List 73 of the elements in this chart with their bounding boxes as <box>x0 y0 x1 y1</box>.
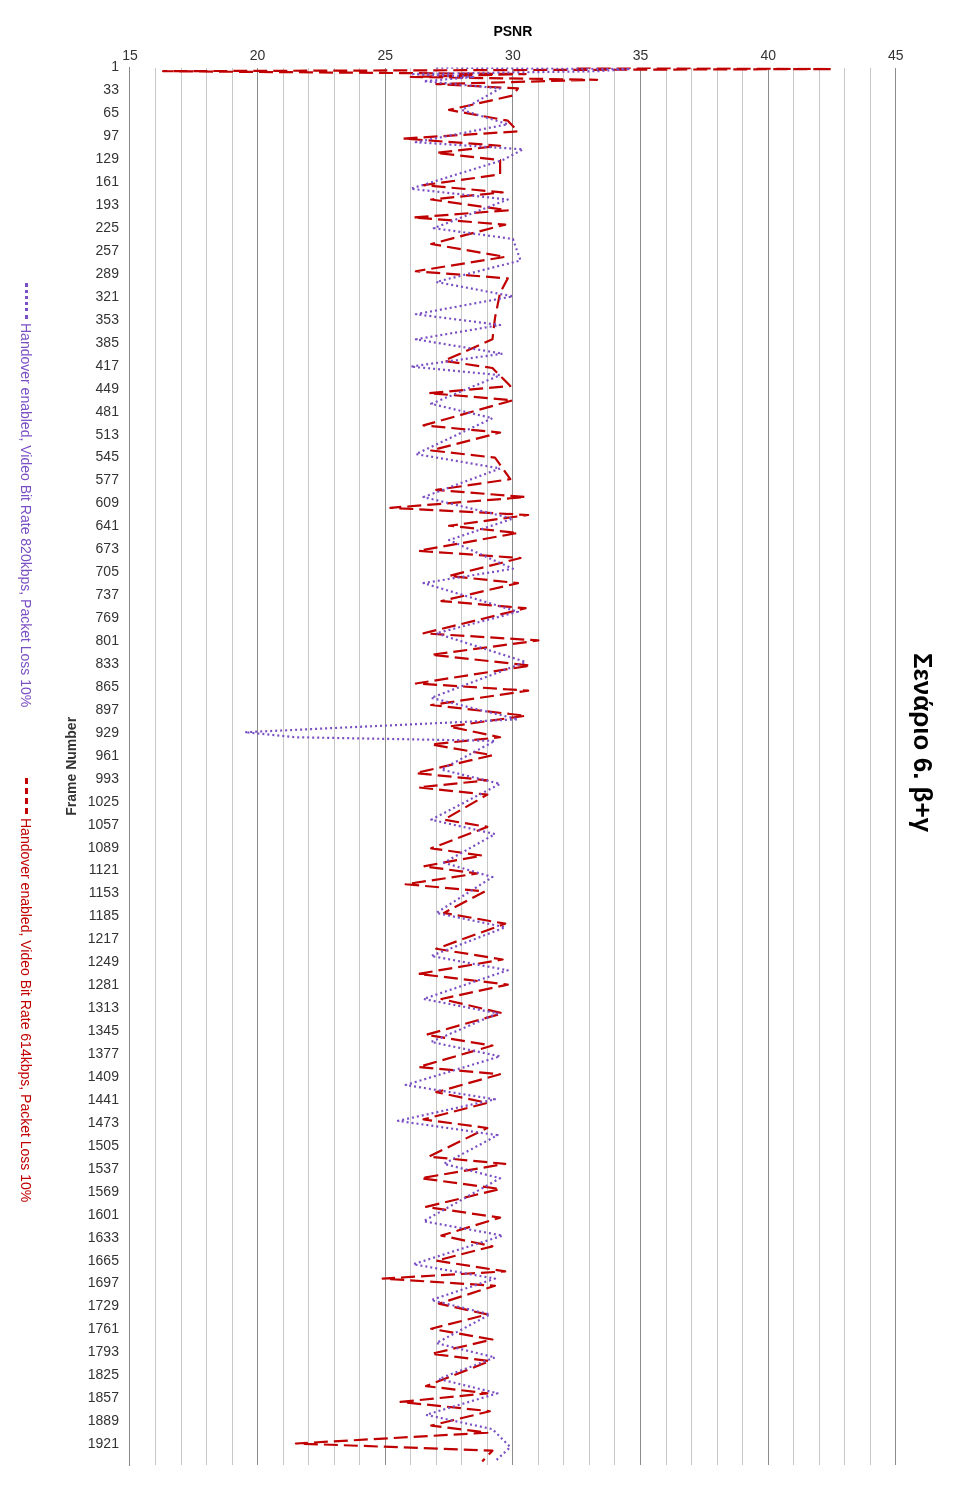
y-tick-label: 1 <box>111 58 120 75</box>
y-tick-label: 801 <box>95 632 120 649</box>
y-tick-label: 705 <box>95 563 120 580</box>
text: Σενάριο 6. β+γ <box>908 652 939 833</box>
y-tick-label: 865 <box>95 677 120 694</box>
y-tick-label: 449 <box>95 379 120 396</box>
y-tick-label: 225 <box>95 219 120 236</box>
y-tick-label: 1281 <box>87 976 120 993</box>
y-tick-label: 1249 <box>87 953 120 970</box>
y-tick-label: 1537 <box>87 1159 120 1176</box>
y-tick-label: 1793 <box>87 1343 120 1360</box>
text: Handover enabled, Video Bit Rate 820kbps, Packet Loss 10% <box>18 323 34 708</box>
y-tick-label: 577 <box>95 471 120 488</box>
y-tick-label: 1313 <box>87 999 120 1016</box>
y-tick-label: 929 <box>95 723 120 740</box>
x-tick-label: 45 <box>888 47 904 64</box>
y-tick-label: 1761 <box>87 1320 120 1337</box>
y-tick-label: 289 <box>95 264 120 281</box>
y-tick-label: 129 <box>95 150 120 167</box>
y-tick-label: 609 <box>95 494 120 511</box>
y-tick-label: 257 <box>95 242 120 259</box>
y-tick-label: 1185 <box>88 907 120 924</box>
y-tick-label: 513 <box>95 425 120 442</box>
y-tick-label: 1377 <box>87 1045 120 1062</box>
y-tick-label: 193 <box>95 196 120 213</box>
y-tick-label: 1889 <box>87 1412 120 1429</box>
y-tick-label: 545 <box>95 448 120 465</box>
x-tick-label: 25 <box>377 47 394 64</box>
y-tick-label: 353 <box>95 310 120 327</box>
y-tick-label: 1601 <box>87 1205 120 1222</box>
y-tick-label: 1153 <box>88 884 120 901</box>
y-tick-label: 993 <box>95 769 120 786</box>
y-axis-title: Frame Number <box>63 716 80 816</box>
y-tick-label: 1473 <box>87 1113 120 1130</box>
y-tick-label: 961 <box>95 746 120 763</box>
text: Handover enabled, Video Bit Rate 614kbps, Packet Loss 10% <box>18 817 34 1202</box>
y-tick-label: 161 <box>95 173 120 190</box>
y-tick-label: 1697 <box>87 1274 120 1291</box>
y-tick-label: 1921 <box>87 1435 120 1452</box>
y-tick-label: 97 <box>103 127 120 144</box>
x-tick-label: 35 <box>632 47 649 64</box>
y-tick-label: 833 <box>95 654 120 671</box>
x-axis-title: PSNR <box>493 23 533 40</box>
y-tick-label: 33 <box>103 81 120 98</box>
y-tick-label: 1505 <box>87 1136 120 1153</box>
y-tick-label: 1121 <box>88 861 120 878</box>
y-tick-label: 417 <box>95 356 120 373</box>
y-tick-label: 385 <box>95 333 120 350</box>
y-tick-label: 737 <box>95 586 120 603</box>
y-tick-label: 1569 <box>87 1182 120 1199</box>
y-tick-label: 641 <box>95 517 120 534</box>
y-tick-label: 1729 <box>87 1297 120 1314</box>
y-tick-label: 1409 <box>87 1067 120 1084</box>
y-tick-label: 1825 <box>87 1366 120 1383</box>
x-tick-label: 40 <box>760 47 777 64</box>
y-tick-label: 1089 <box>87 838 120 855</box>
x-tick-label: 30 <box>505 47 521 64</box>
x-tick-label: 20 <box>249 47 266 64</box>
y-tick-label: 1345 <box>87 1022 120 1039</box>
y-tick-label: 481 <box>95 402 120 419</box>
y-tick-label: 1441 <box>87 1090 120 1107</box>
y-tick-label: 1057 <box>87 815 120 832</box>
y-tick-label: 1633 <box>87 1228 120 1245</box>
y-tick-label: 321 <box>95 287 120 304</box>
y-tick-label: 1665 <box>87 1251 120 1268</box>
y-tick-label: 1217 <box>87 930 120 947</box>
y-tick-label: 1857 <box>87 1389 120 1406</box>
x-tick-label: 15 <box>122 47 138 64</box>
y-tick-label: 769 <box>95 609 120 626</box>
y-tick-label: 65 <box>103 104 120 121</box>
y-tick-label: 673 <box>95 540 120 557</box>
y-tick-label: 897 <box>95 700 120 717</box>
y-tick-label: 1025 <box>87 792 120 809</box>
